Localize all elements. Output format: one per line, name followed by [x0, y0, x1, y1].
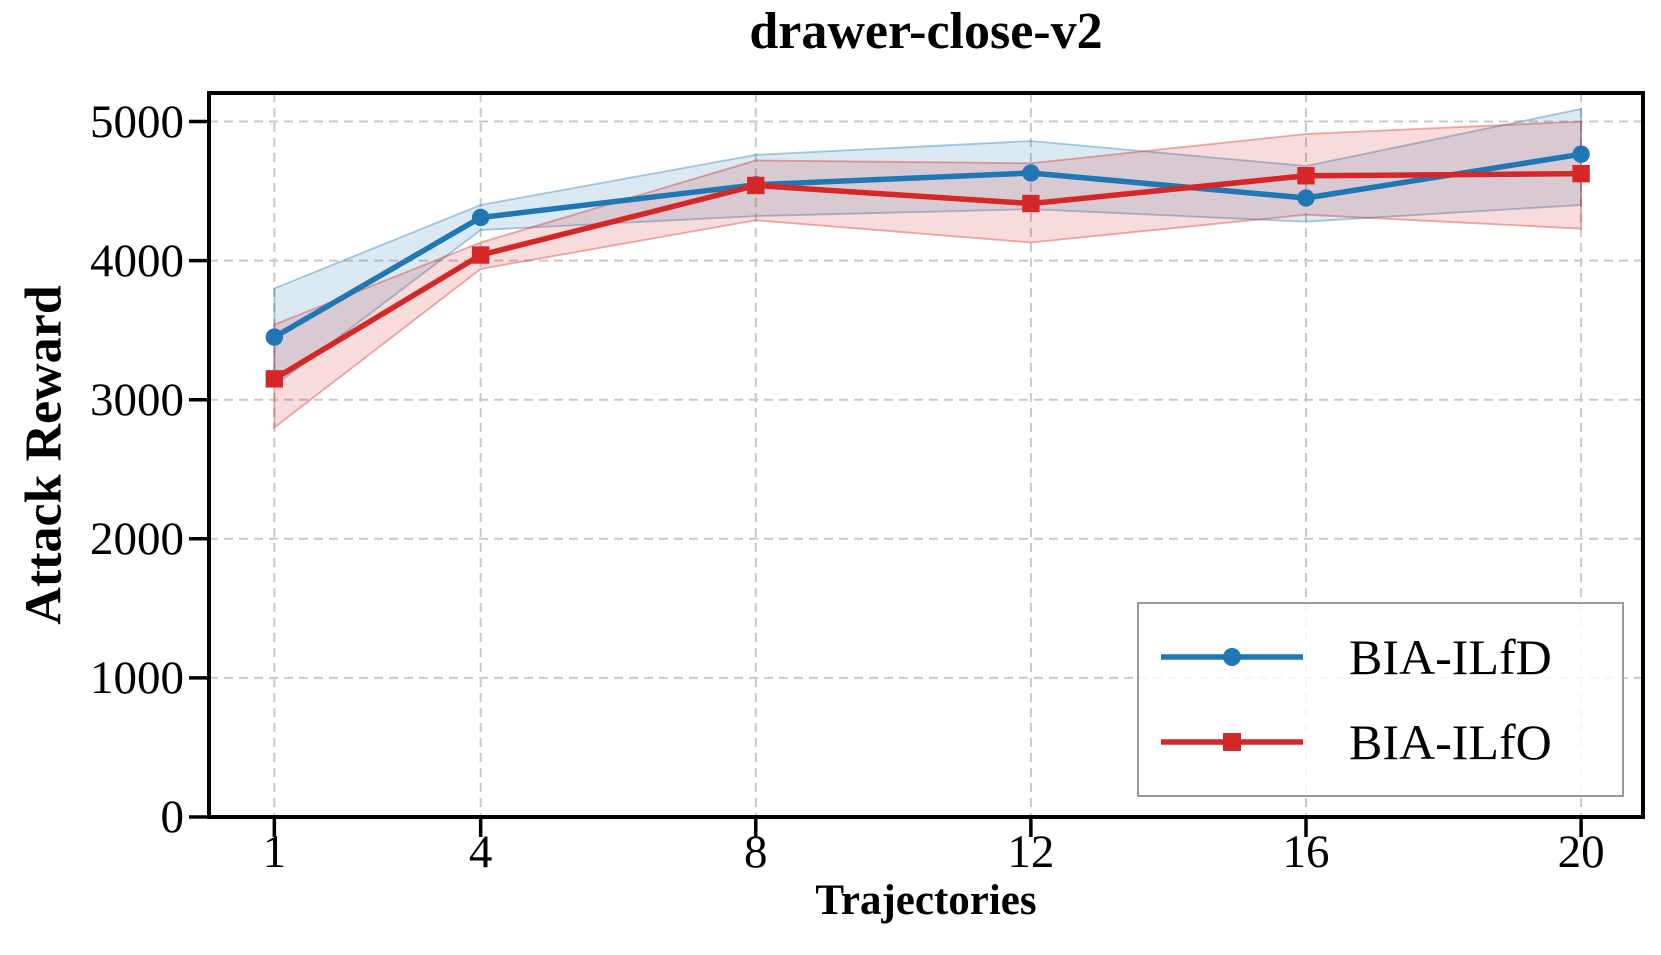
data-point-square [471, 246, 490, 264]
data-point-square [1572, 164, 1590, 183]
data-point-circle [471, 208, 490, 227]
x-tick-label: 16 [1282, 826, 1330, 878]
x-tick-label: 20 [1557, 826, 1605, 878]
data-point-circle [1297, 189, 1315, 207]
axes-spines [207, 91, 1645, 819]
y-tick-label: 4000 [90, 234, 184, 287]
series-line [271, 170, 1584, 382]
legend-label: BIA-ILfO [1349, 714, 1552, 771]
x-tick-label: 4 [468, 826, 493, 878]
series-line [271, 151, 1584, 340]
x-tick-label: 8 [744, 826, 768, 878]
data-point-circle [1022, 164, 1040, 182]
confidence-band [273, 120, 1583, 430]
legend-label: BIA-ILfD [1349, 628, 1552, 685]
y-tick-label: 5000 [90, 95, 184, 148]
y-tick-label: 0 [160, 791, 185, 843]
data-point-circle [265, 328, 284, 346]
data-point-square [265, 370, 284, 388]
confidence-band [273, 107, 1583, 388]
legend-box: BIA-ILfD BIA-ILfO [1137, 602, 1624, 797]
data-point-circle [1572, 145, 1590, 163]
y-tick-label: 1000 [90, 651, 184, 704]
y-tick-label: 2000 [90, 512, 184, 565]
legend-line-sample-square-icon [1161, 733, 1303, 752]
data-point-square [747, 176, 765, 195]
y-axis-label: Attack Reward [15, 285, 73, 625]
legend-item-bia-ilfd: BIA-ILfD [1157, 624, 1622, 690]
x-tick-label: 12 [1007, 826, 1055, 878]
data-point-square [1022, 194, 1040, 213]
data-point-square [1297, 167, 1315, 185]
x-tick-label: 1 [262, 826, 287, 878]
legend-line-sample-circle-icon [1161, 647, 1303, 666]
x-axis-label: Trajectories [815, 877, 1037, 924]
legend-item-bia-ilfo: BIA-ILfO [1157, 709, 1622, 775]
y-tick-label: 3000 [90, 373, 184, 426]
chart-title: drawer-close-v2 [749, 3, 1103, 60]
